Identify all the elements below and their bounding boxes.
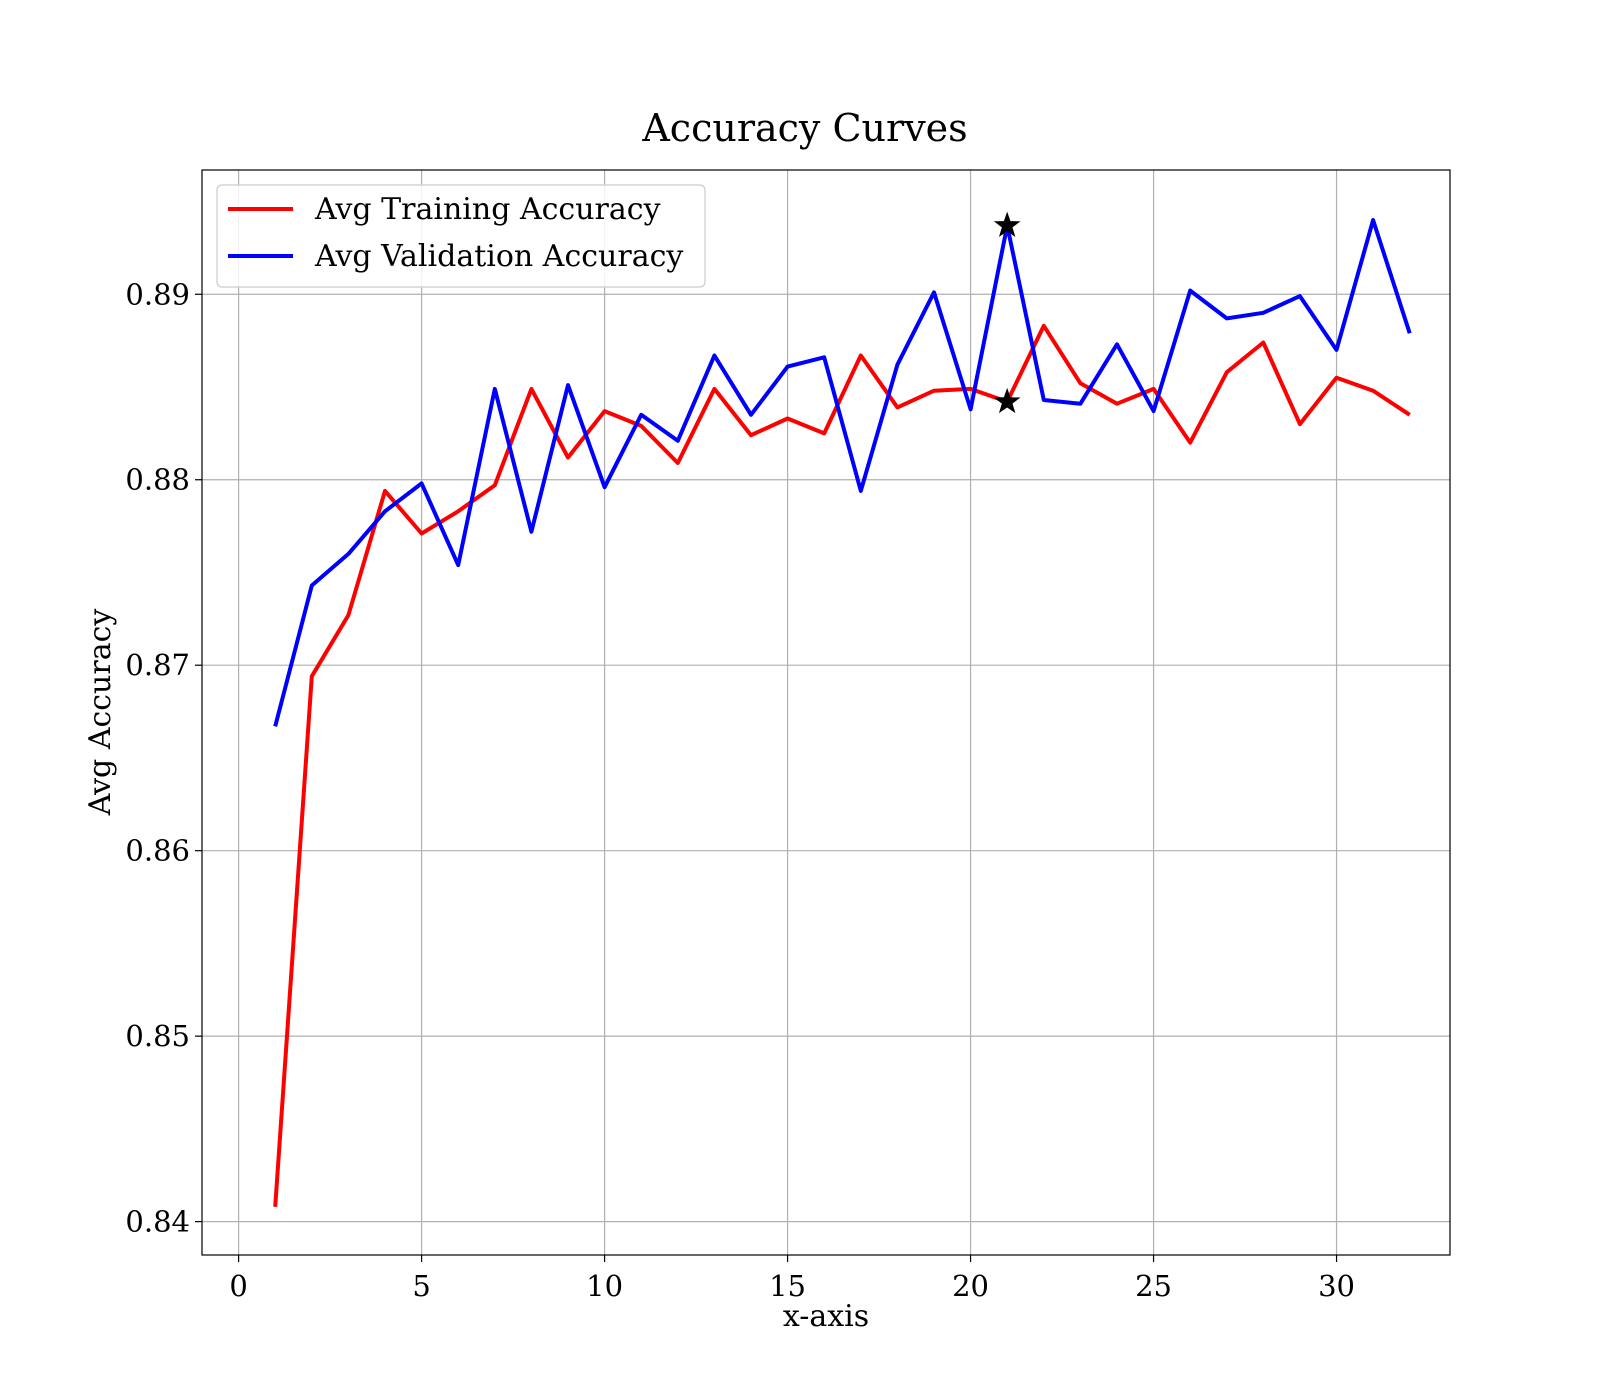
best-epoch-star-marker (993, 387, 1021, 414)
best-epoch-star-marker (993, 211, 1021, 237)
legend-label: Avg Training Accuracy (314, 192, 661, 227)
series-line-training (273, 323, 1411, 1207)
y-tick-label: 0.89 (125, 277, 190, 311)
legend-label: Avg Validation Accuracy (314, 239, 683, 274)
x-tick-label: 20 (952, 1269, 989, 1303)
series-line-validation (273, 218, 1412, 727)
y-axis-label: Avg Accuracy (83, 609, 118, 817)
x-tick-label: 0 (229, 1269, 247, 1303)
chart-title: Accuracy Curves (641, 106, 967, 150)
y-tick-label: 0.87 (125, 648, 190, 682)
plot-frame (201, 169, 1451, 1256)
series-layer (273, 218, 1412, 1207)
x-axis-label: x-axis (783, 1299, 869, 1334)
grid (202, 170, 1450, 1255)
y-tick-label: 0.86 (125, 834, 190, 868)
axis-ticks: 0 5 10 15 20 25 30 0.84 0.85 0.86 0.87 0.88 0.89 (125, 277, 1355, 1303)
y-tick-label: 0.88 (125, 463, 190, 497)
y-tick-label: 0.84 (125, 1205, 190, 1239)
x-tick-label: 25 (1135, 1269, 1172, 1303)
x-tick-label: 10 (586, 1269, 623, 1303)
marker-layer (993, 211, 1021, 414)
x-tick-label: 30 (1318, 1269, 1355, 1303)
x-tick-label: 15 (769, 1269, 806, 1303)
x-tick-label: 5 (412, 1269, 430, 1303)
legend-box (216, 184, 706, 288)
legend: Avg Training Accuracy Avg Validation Accu… (216, 184, 706, 288)
y-tick-label: 0.85 (125, 1019, 190, 1053)
